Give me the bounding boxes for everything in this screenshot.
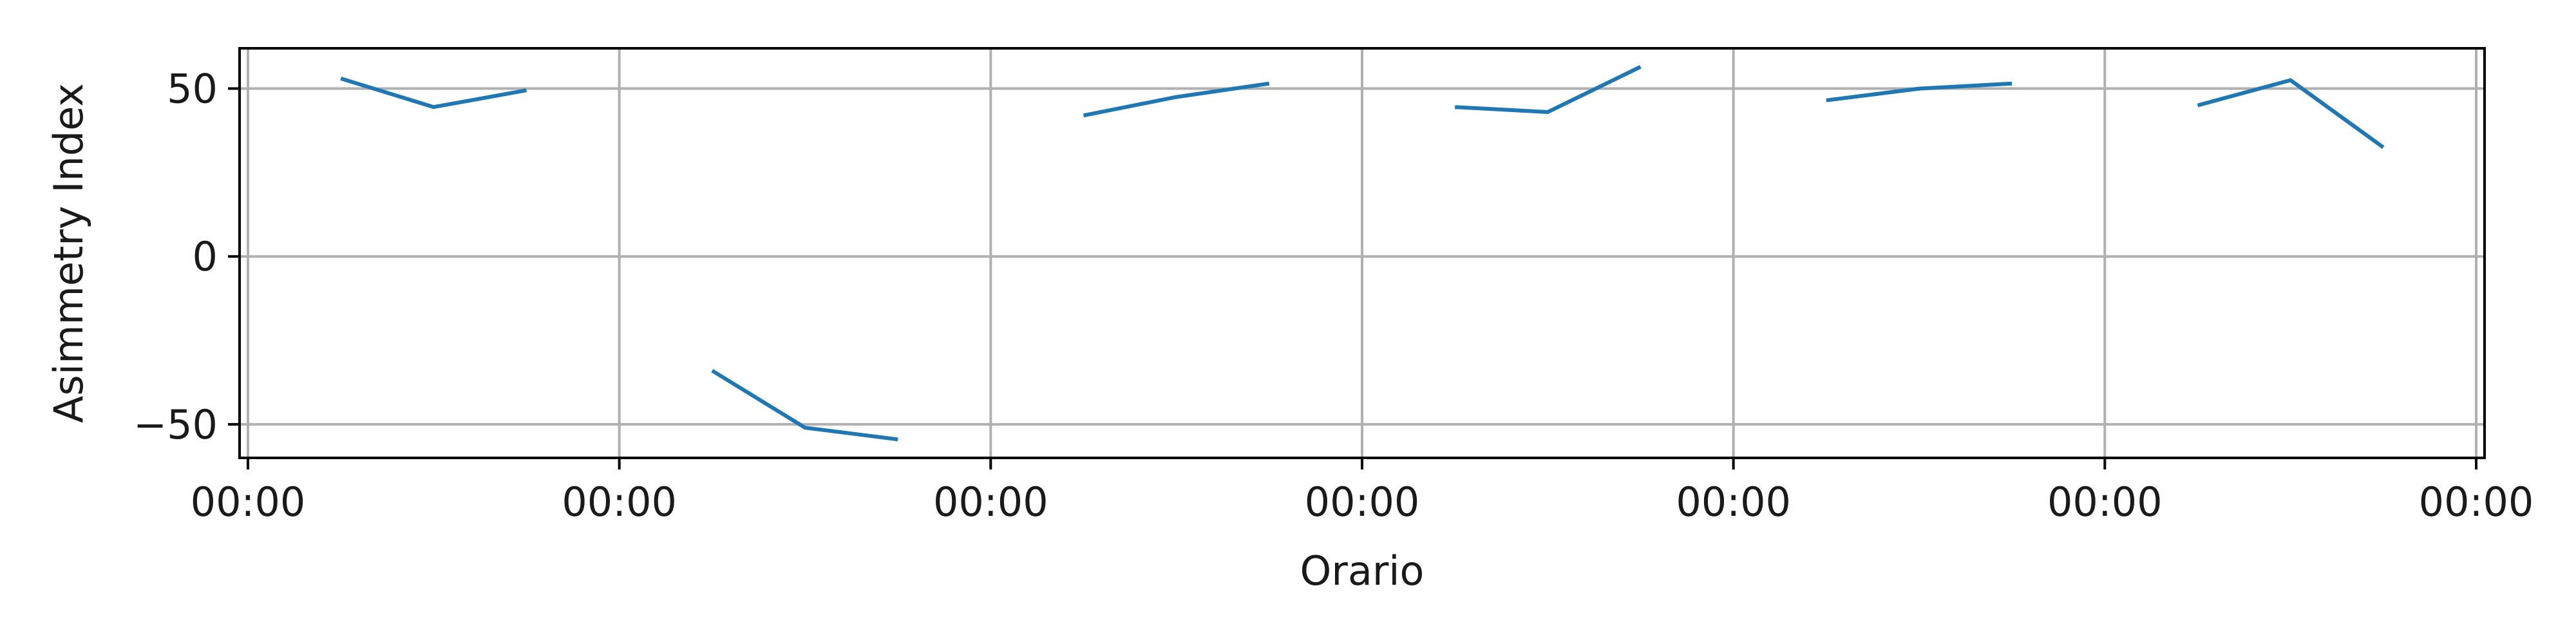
- y-tick-label: 50: [167, 66, 218, 113]
- series-segment-2: [711, 368, 898, 442]
- x-tick-label: 00:00: [933, 478, 1048, 526]
- series-segment-1: [340, 77, 527, 109]
- x-tick-label: 00:00: [2047, 478, 2163, 526]
- series-segment-4: [1455, 65, 1642, 114]
- series-lines: [340, 65, 2385, 442]
- y-axis-label: Asimmetry Index: [45, 83, 92, 423]
- x-axis: 00:00 00:00 00:00 00:00 00:00 00:00 00:00: [191, 458, 2534, 526]
- x-tick-label: 00:00: [1305, 478, 1420, 526]
- x-tick-label: 00:00: [1676, 478, 1791, 526]
- series-segment-3: [1083, 81, 1270, 118]
- x-tick-label: 00:00: [191, 478, 306, 526]
- x-axis-label: Orario: [1300, 547, 1425, 594]
- series-segment-6: [2197, 78, 2385, 149]
- grid-lines: [240, 48, 2485, 458]
- x-tick-label: 00:00: [562, 478, 677, 526]
- y-tick-label: 0: [193, 233, 218, 280]
- y-tick-label: −50: [133, 401, 218, 448]
- y-axis: 50 0 −50: [133, 66, 240, 448]
- x-tick-label: 00:00: [2419, 478, 2534, 526]
- series-segment-5: [1826, 81, 2012, 102]
